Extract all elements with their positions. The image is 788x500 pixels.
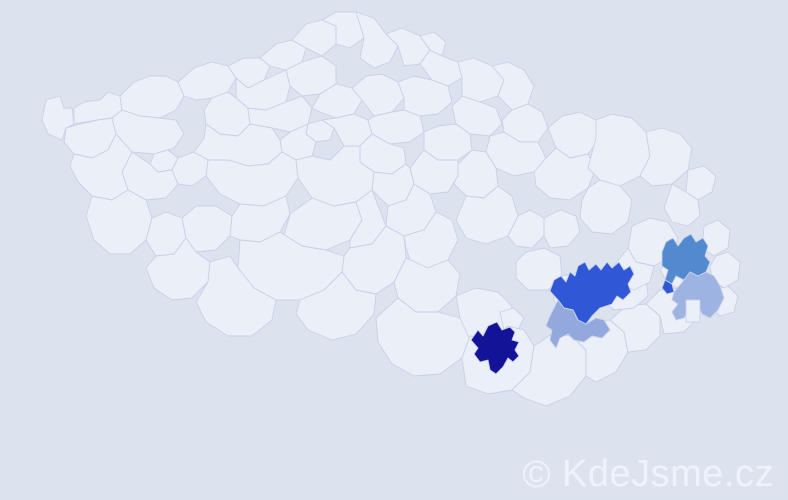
highlighted-district-level2[interactable]	[545, 299, 611, 349]
district-mlada-boleslav[interactable]	[351, 73, 405, 117]
highlighted-district-level3-fleck[interactable]	[661, 279, 675, 295]
district-pisek[interactable]	[229, 195, 291, 243]
district-domazlice[interactable]	[69, 133, 133, 201]
district-karlovy-vary[interactable]	[119, 75, 185, 119]
district-nymburk[interactable]	[367, 109, 425, 145]
district-semily[interactable]	[419, 49, 463, 87]
district-trebon[interactable]	[295, 271, 377, 341]
watermark-text: KdeJsme.cz	[562, 453, 774, 495]
district-olomouc-city-north[interactable]	[579, 179, 633, 235]
highlighted-district-level1-notch[interactable]	[685, 299, 701, 323]
district-layer-highlighted	[470, 233, 725, 375]
district-moravia-filler-e[interactable]	[709, 251, 741, 289]
highlighted-district-level1[interactable]	[671, 271, 725, 321]
district-opava[interactable]	[639, 127, 693, 187]
copyright-icon: ©	[522, 454, 551, 496]
district-cesky-krumlov[interactable]	[195, 255, 277, 337]
watermark: © KdeJsme.cz	[522, 455, 774, 494]
district-cheb[interactable]	[41, 95, 75, 141]
district-klatovy[interactable]	[85, 189, 153, 255]
district-chomutov[interactable]	[177, 61, 237, 101]
district-layer-default	[41, 11, 741, 407]
district-teplice[interactable]	[259, 39, 307, 71]
district-jihlava[interactable]	[403, 211, 459, 269]
highlighted-district-level5[interactable]	[470, 321, 520, 375]
district-jicin[interactable]	[397, 75, 453, 117]
district-ceska-lipa[interactable]	[355, 11, 399, 69]
district-trebic[interactable]	[393, 257, 461, 313]
district-silesia-edge2[interactable]	[663, 183, 701, 227]
district-brno-mesto[interactable]	[499, 307, 525, 331]
district-moravia-filler-a[interactable]	[507, 209, 545, 249]
district-vyskov[interactable]	[515, 247, 563, 291]
district-znojmo[interactable]	[375, 297, 471, 377]
district-jablonec[interactable]	[419, 31, 447, 57]
district-moravia-filler-b[interactable]	[543, 209, 581, 249]
